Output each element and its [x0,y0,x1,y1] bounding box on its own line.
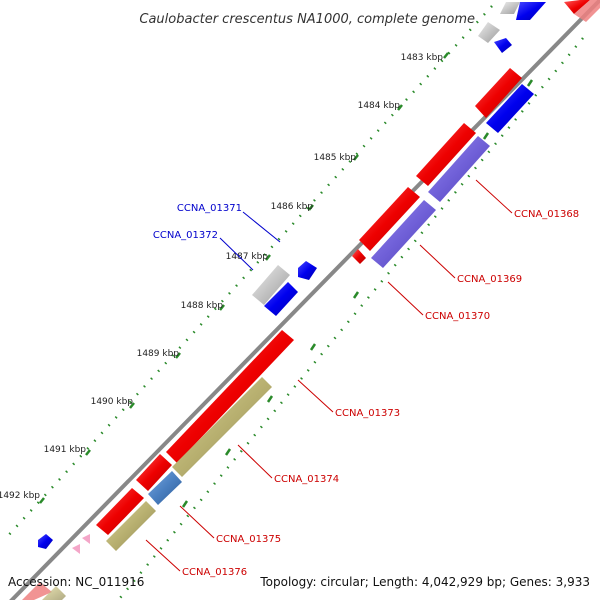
gene-feature-olive [172,377,272,477]
leader-ccna-01374 [237,444,273,479]
gene-feature-red [564,0,590,14]
gene-feature-red [136,454,172,491]
gene-label-ccna-01370[interactable]: CCNA_01370 [425,311,490,322]
gene-feature-red [574,0,600,22]
reverse-strand-features [22,0,600,600]
kbp-label: 1487 kbp [226,252,269,262]
leader-ccna-01375 [179,505,215,539]
accession-text: Accession: NC_011916 [8,575,144,589]
outer-major-ticks [39,52,449,504]
gene-feature-blue [38,534,53,549]
kbp-label: 1489 kbp [137,349,180,359]
gene-label-ccna-01375[interactable]: CCNA_01375 [216,534,281,545]
outer-tick-track [5,5,493,539]
leader-ccna-01373 [297,379,334,413]
gene-feature-purple [371,200,436,268]
kbp-label: 1483 kbp [401,53,444,63]
gene-feature-red [475,68,522,118]
gene-feature-olive [106,501,156,551]
gene-label-ccna-01371[interactable]: CCNA_01371 [177,203,242,214]
kbp-label: 1490 kbp [91,397,134,407]
gene-feature-pink [72,544,80,554]
gene-feature-red [359,187,420,251]
gene-label-ccna-01368[interactable]: CCNA_01368 [514,209,579,220]
leader-ccna-01368 [475,179,513,214]
gene-feature-grey [252,265,290,305]
gene-feature-blue [298,261,317,280]
gene-label-ccna-01369[interactable]: CCNA_01369 [457,274,522,285]
leader-ccna-01370 [387,281,424,316]
gene-feature-blue [494,38,512,53]
leader-ccna-01372 [219,237,254,271]
topology-text: Topology: circular; Length: 4,042,929 bp… [259,575,590,589]
gene-feature-red [352,249,366,264]
forward-strand-features [38,2,546,549]
leader-ccna-01371 [242,211,281,243]
gene-feature-olive [42,586,66,600]
kbp-label: 1485 kbp [314,153,357,163]
gene-feature-steel [148,471,182,505]
map-title: Caulobacter crescentus NA1000, complete … [139,12,475,27]
gene-feature-grey [478,22,500,43]
kbp-label: 1492 kbp [0,491,40,501]
leader-ccna-01369 [419,244,456,279]
inner-tick-track [119,37,584,599]
kbp-label: 1491 kbp [44,445,87,455]
gene-label-ccna-01372[interactable]: CCNA_01372 [153,230,218,241]
gene-feature-blue [264,282,298,316]
gene-labels: CCNA_01371 CCNA_01372 CCNA_01368 CCNA_01… [153,203,579,578]
label-leaders [145,179,513,572]
gene-feature-grey [500,2,520,14]
kbp-label: 1484 kbp [358,101,401,111]
leader-ccna-01376 [145,539,181,572]
gene-feature-blue [486,84,534,133]
gene-feature-blue [516,2,546,20]
gene-feature-purple [428,136,490,202]
gene-feature-red [22,582,52,600]
gene-label-ccna-01374[interactable]: CCNA_01374 [274,474,339,485]
gene-label-ccna-01373[interactable]: CCNA_01373 [335,408,400,419]
kbp-label: 1488 kbp [181,301,224,311]
gene-feature-red [96,488,144,535]
gene-feature-red [166,330,294,463]
gene-feature-pink [82,534,90,544]
gene-feature-red [416,123,476,186]
kbp-label: 1486 kbp [271,202,314,212]
kbp-labels: 1483 kbp 1484 kbp 1485 kbp 1486 kbp 1487… [0,53,443,501]
gene-label-ccna-01376[interactable]: CCNA_01376 [182,567,247,578]
